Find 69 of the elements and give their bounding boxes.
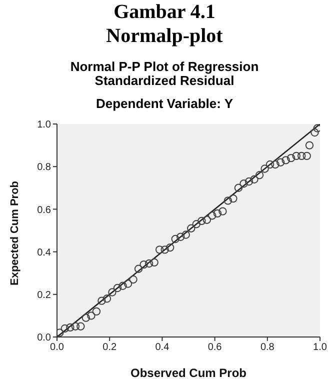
point — [240, 180, 248, 188]
y-tick-label: 0.8 — [37, 162, 52, 174]
point — [266, 160, 274, 169]
point — [57, 328, 64, 337]
point — [286, 154, 296, 162]
point — [229, 194, 238, 203]
point — [150, 258, 158, 267]
point — [313, 124, 320, 132]
chart-title: Normal P-P Plot of Regression Standardized Residual — [69, 59, 260, 88]
point — [113, 284, 122, 292]
point — [305, 141, 314, 150]
point — [124, 280, 132, 288]
point — [302, 152, 311, 160]
point — [182, 230, 190, 239]
y-tick-label: 0.0 — [37, 332, 52, 344]
y-tick-label: 1.0 — [37, 120, 52, 131]
point — [155, 246, 164, 254]
point — [244, 177, 254, 186]
point — [218, 207, 227, 216]
x-tick-label: 0.8 — [260, 342, 275, 354]
point — [250, 175, 258, 184]
y-axis-title: Expected Cum Prob — [8, 180, 21, 286]
point — [276, 158, 285, 166]
point — [118, 282, 127, 290]
x-tick-label: 0.4 — [155, 342, 170, 354]
y-tick-label: 0.2 — [37, 290, 52, 301]
point — [213, 209, 222, 218]
point — [187, 224, 196, 232]
point — [224, 196, 232, 205]
point — [140, 260, 148, 269]
x-tick-label: 0.6 — [208, 342, 222, 354]
point — [134, 264, 143, 273]
point — [198, 216, 206, 226]
point — [76, 322, 85, 330]
point — [92, 307, 101, 316]
point — [82, 314, 90, 322]
point — [271, 160, 280, 169]
point — [192, 220, 200, 228]
point — [71, 322, 80, 330]
point — [166, 243, 174, 252]
x-axis-title: Observed Cum Prob — [130, 366, 247, 379]
point — [255, 171, 264, 180]
point — [108, 288, 116, 296]
text: Gambar 4.1 — [112, 0, 216, 24]
chart-subtitle: Dependent Variable: Y — [94, 96, 234, 111]
point — [292, 152, 300, 160]
point — [129, 275, 138, 284]
point — [202, 216, 212, 224]
x-tick-label: 1.0 — [313, 342, 328, 354]
point — [66, 323, 74, 332]
point — [310, 128, 319, 137]
x-tick-label: 0.0 — [50, 342, 64, 354]
point — [171, 234, 180, 244]
x-tick-label: 0.2 — [102, 342, 117, 354]
point — [98, 296, 106, 305]
point — [160, 246, 169, 254]
point — [144, 259, 154, 268]
y-tick-label: 0.6 — [37, 204, 52, 216]
point — [208, 211, 216, 220]
point — [176, 232, 185, 241]
point — [260, 164, 269, 173]
point — [234, 184, 243, 192]
text: Normalp-plot — [105, 24, 224, 48]
point — [102, 294, 112, 303]
point — [282, 156, 290, 164]
point — [60, 324, 69, 333]
point — [87, 312, 96, 320]
point — [297, 152, 306, 160]
y-tick-label: 0.4 — [37, 247, 52, 258]
